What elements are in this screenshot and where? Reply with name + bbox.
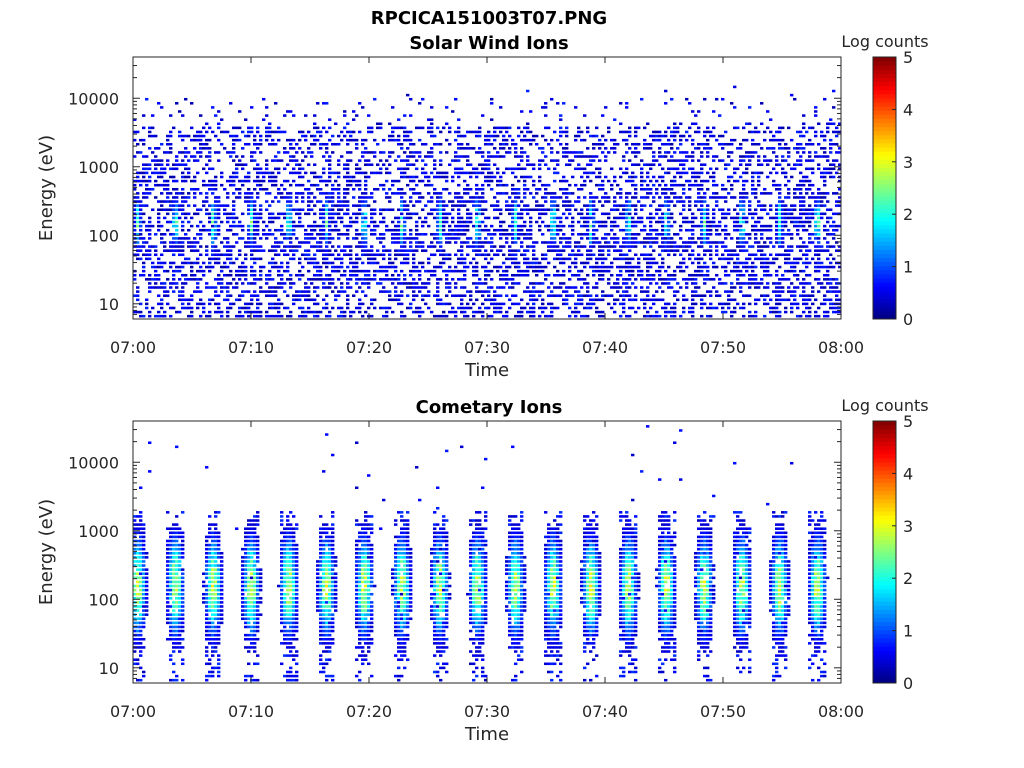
- figure-title: RPCICA151003T07.PNG: [370, 8, 608, 29]
- x-tick-label: 07:30: [464, 702, 510, 721]
- colorbar-tick-label: 0: [903, 310, 913, 329]
- colorbar-tick-label: 3: [903, 517, 913, 536]
- colorbar-title: Log counts: [841, 32, 928, 51]
- panel-cometary: 07:00 07:10 07:20 07:30 07:40 07:50 08:0010100…: [36, 396, 929, 745]
- x-tick-label: 07:20: [346, 702, 392, 721]
- x-tick-label: 07:40: [582, 338, 628, 357]
- y-tick-label: 1000: [78, 158, 119, 177]
- panel-title: Cometary Ions: [416, 397, 563, 418]
- x-axis-label: Time: [464, 360, 509, 381]
- y-tick-label: 100: [88, 590, 119, 609]
- y-tick-label: 10: [99, 295, 119, 314]
- x-tick-label: 07:40: [582, 702, 628, 721]
- colorbar-title: Log counts: [841, 396, 928, 415]
- y-tick-label: 1000: [78, 522, 119, 541]
- x-tick-label: 07:30: [464, 338, 510, 357]
- y-tick-label: 10: [99, 659, 119, 678]
- colorbar-tick-label: 4: [903, 100, 913, 119]
- x-tick-label: 07:00: [110, 702, 156, 721]
- heatmap-cells: [133, 425, 830, 682]
- x-tick-label: 07:00: [110, 338, 156, 357]
- colorbar-frame: [872, 56, 897, 320]
- x-tick-label: 08:00: [818, 338, 864, 357]
- x-tick-label: 07:10: [228, 338, 274, 357]
- x-axis-label: Time: [464, 724, 509, 745]
- colorbar-tick-label: 4: [903, 464, 913, 483]
- colorbar-tick-label: 1: [903, 258, 913, 277]
- y-tick-label: 10000: [68, 453, 119, 472]
- y-axis-label: Energy (eV): [36, 135, 57, 241]
- colorbar-tick-label: 2: [903, 205, 913, 224]
- heatmap-cells: [133, 85, 842, 318]
- colorbar-tick-label: 0: [903, 674, 913, 693]
- panel-solar-wind: 07:00 07:10 07:20 07:30 07:40 07:50 08:0010100…: [36, 32, 929, 381]
- colorbar-frame: [872, 420, 897, 684]
- colorbar-tick-label: 3: [903, 153, 913, 172]
- panel-title: Solar Wind Ions: [409, 33, 568, 54]
- colorbar-tick-label: 1: [903, 622, 913, 641]
- x-tick-label: 07:10: [228, 702, 274, 721]
- colorbar-tick-label: 5: [903, 412, 913, 431]
- y-axis-label: Energy (eV): [36, 499, 57, 605]
- y-tick-label: 10000: [68, 89, 119, 108]
- x-tick-label: 08:00: [818, 702, 864, 721]
- y-tick-label: 100: [88, 226, 119, 245]
- colorbar-tick-label: 5: [903, 48, 913, 67]
- x-tick-label: 07:50: [700, 702, 746, 721]
- x-tick-label: 07:20: [346, 338, 392, 357]
- colorbar-tick-label: 2: [903, 569, 913, 588]
- x-tick-label: 07:50: [700, 338, 746, 357]
